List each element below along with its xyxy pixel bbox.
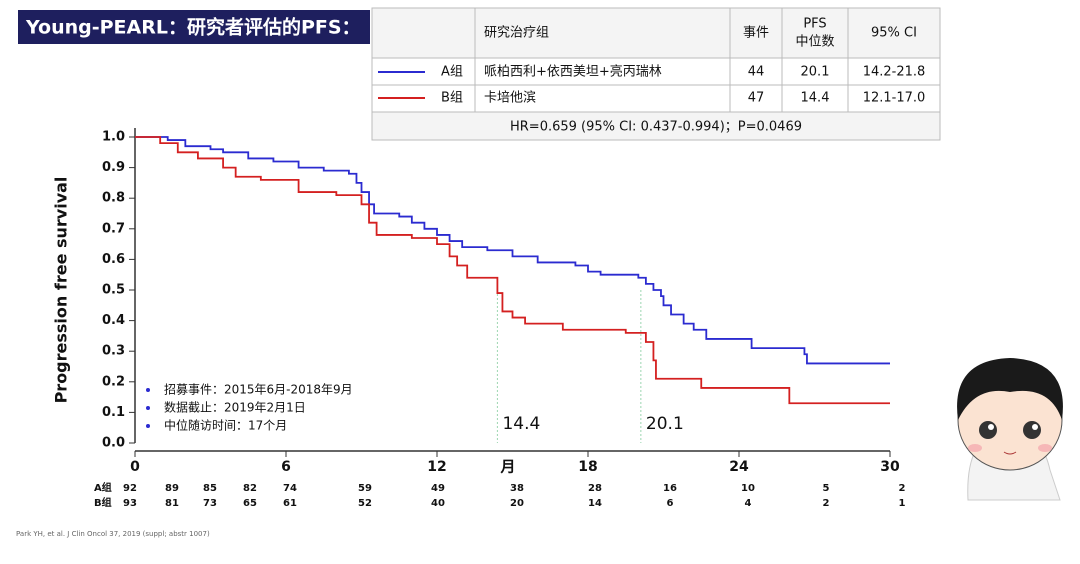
y-tick-label: 0.3 (102, 344, 125, 359)
treatment: 哌柏西利+依西美坦+亮丙瑞林 (484, 64, 662, 80)
header-cell: 事件 (743, 26, 769, 41)
note: 中位随访时间：17个月 (164, 418, 287, 433)
at-risk: 59 (358, 483, 372, 494)
x-tick-label: 6 (281, 459, 291, 475)
survival-curve (135, 136, 890, 405)
x-tick-label: 24 (729, 459, 749, 475)
median: 20.1 (801, 65, 830, 80)
at-risk: 16 (663, 483, 677, 494)
y-tick-label: 1.0 (102, 130, 125, 145)
y-tick-label: 0.0 (102, 436, 125, 451)
banner-bg (18, 10, 370, 44)
at-risk: 40 (431, 498, 445, 509)
note: 招募事件：2015年6月-2018年9月 (164, 383, 353, 397)
cartoon (957, 358, 1063, 501)
y-tick-label: 0.2 (102, 374, 125, 389)
note: 数据截止：2019年2月1日 (164, 400, 306, 415)
risk-row-label: B组 (94, 496, 112, 509)
events: 44 (748, 65, 765, 80)
x-tick-label: 12 (427, 459, 446, 475)
y-tick-label: 0.8 (102, 191, 125, 206)
at-risk: 2 (823, 498, 830, 509)
header-cell: PFS (803, 17, 826, 32)
at-risk: 61 (283, 498, 297, 509)
at-risk: 38 (510, 483, 524, 494)
at-risk: 10 (741, 483, 755, 494)
y-tick-label: 0.1 (102, 405, 125, 420)
at-risk: 81 (165, 498, 179, 509)
events: 47 (748, 91, 765, 106)
y-tick-label: 0.9 (102, 160, 125, 175)
header-cell: 研究治疗组 (484, 26, 549, 41)
x-tick-label: 30 (880, 459, 900, 475)
at-risk: 1 (899, 498, 906, 509)
at-risk: 85 (203, 483, 217, 494)
x-axis-label: 月 (499, 458, 515, 476)
ci: 14.2-21.8 (863, 65, 926, 80)
banner: Young-PEARL：研究者评估的PFS： (25, 16, 361, 39)
at-risk: 73 (203, 498, 217, 509)
at-risk: 65 (243, 498, 257, 509)
at-risk: 74 (283, 483, 297, 494)
x-tick-label: 18 (578, 459, 597, 475)
summary-table: 研究治疗组 事件 PFS 中位数 95% CI HR=0.659 (95% CI… (371, 7, 941, 141)
at-risk: 2 (899, 483, 906, 494)
y-tick-label: 0.5 (102, 283, 125, 298)
at-risk: 14 (588, 498, 602, 509)
at-risk: 4 (745, 498, 752, 509)
table-footer: HR=0.659 (95% CI: 0.437-0.994)；P=0.0469 (510, 120, 802, 135)
median: 14.4 (801, 91, 830, 106)
at-risk: 89 (165, 483, 179, 494)
note-bullet (146, 406, 150, 410)
at-risk: 20 (510, 498, 524, 509)
at-risk: 52 (358, 498, 372, 509)
table-footer-bg (371, 111, 941, 141)
at-risk: 6 (667, 498, 674, 509)
citation: Park YH, et al. J Clin Oncol 37, 2019 (s… (16, 530, 210, 538)
median-label: 20.1 (646, 414, 684, 434)
group-label: B组 (441, 91, 463, 106)
survival-curve (135, 136, 890, 365)
note-bullet (146, 424, 150, 428)
y-axis-label: Progression free survival (52, 177, 71, 404)
y-tick-label: 0.4 (102, 313, 125, 328)
treatment: 卡培他滨 (484, 90, 536, 106)
ci: 12.1-17.0 (863, 91, 926, 106)
at-risk: 93 (123, 498, 137, 509)
x-tick-label: 0 (130, 459, 140, 475)
at-risk: 92 (123, 483, 137, 494)
risk-row-label: A组 (94, 481, 112, 494)
table-header-bg (371, 7, 941, 59)
note-bullet (146, 388, 150, 392)
header-cell: 95% CI (871, 26, 917, 41)
at-risk: 82 (243, 483, 257, 494)
at-risk: 5 (823, 483, 830, 494)
y-tick-label: 0.6 (102, 252, 125, 267)
at-risk: 28 (588, 483, 602, 494)
at-risk: 49 (431, 483, 445, 494)
y-tick-label: 0.7 (102, 221, 125, 236)
median-label: 14.4 (502, 414, 540, 434)
group-label: A组 (441, 65, 463, 80)
header-cell: 中位数 (795, 35, 834, 50)
